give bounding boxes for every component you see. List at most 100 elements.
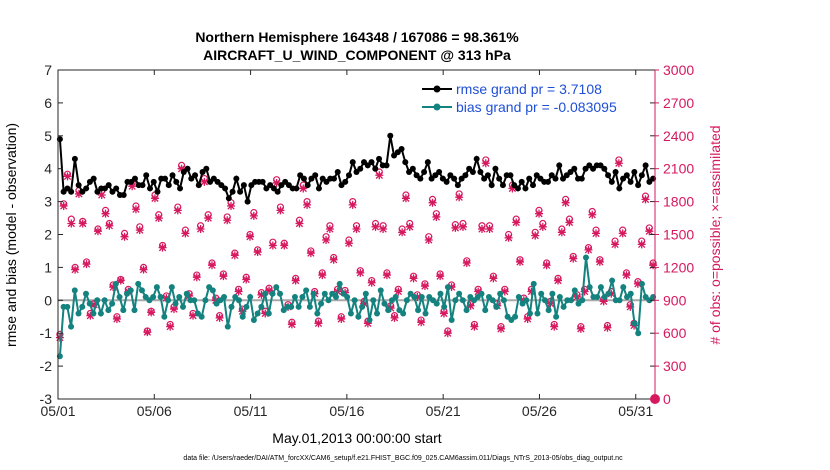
y2-tick-label: 300 <box>663 358 687 374</box>
obs-assimilated-marker <box>481 159 490 168</box>
bias-marker <box>549 290 556 297</box>
obs-assimilated-marker <box>253 248 262 257</box>
obs-assimilated-marker <box>215 313 224 322</box>
rmse-marker <box>203 165 210 172</box>
obs-assimilated-marker <box>71 265 80 274</box>
bias-marker <box>165 297 172 304</box>
obs-assimilated-marker <box>535 209 544 218</box>
bias-marker <box>161 313 168 320</box>
bias-marker <box>135 280 142 287</box>
obs-assimilated-marker <box>504 233 513 242</box>
obs-assimilated-marker <box>561 198 570 207</box>
obs-assimilated-marker <box>386 303 395 312</box>
bias-marker <box>127 287 134 294</box>
bias-marker <box>318 300 325 307</box>
rmse-marker <box>75 182 82 189</box>
rmse-marker <box>300 175 307 182</box>
y-tick-label: -1 <box>40 325 53 341</box>
obs-assimilated-marker <box>219 272 228 281</box>
y-tick-label: 6 <box>44 95 52 111</box>
x-tick-label: 05/16 <box>329 403 364 419</box>
bias-marker <box>101 297 108 304</box>
obs-assimilated-marker <box>318 271 327 280</box>
rmse-marker <box>552 175 559 182</box>
obs-assimilated-marker <box>375 171 384 180</box>
obs-assimilated-marker <box>451 223 460 232</box>
bias-marker <box>120 307 127 314</box>
bias-marker <box>75 310 82 317</box>
obs-assimilated-marker <box>93 227 102 236</box>
obs-assimilated-marker <box>417 318 426 327</box>
obs-assimilated-marker <box>322 235 331 244</box>
rmse-marker <box>556 162 563 169</box>
obs-assimilated-marker <box>614 159 623 168</box>
rmse-marker <box>492 165 499 172</box>
obs-assimilated-marker <box>348 200 357 209</box>
obs-assimilated-marker <box>227 201 236 210</box>
chart-title: Northern Hemisphere 164348 / 167086 = 98… <box>195 29 519 45</box>
bias-marker <box>500 297 507 304</box>
chart-subtitle: AIRCRAFT_U_WIND_COMPONENT @ 313 hPa <box>203 47 511 63</box>
bias-marker <box>116 294 123 301</box>
rmse-marker <box>233 175 240 182</box>
rmse-marker <box>146 185 153 192</box>
bias-marker <box>556 294 563 301</box>
bias-marker <box>359 303 366 310</box>
obs-assimilated-marker <box>82 260 91 269</box>
rmse-marker <box>342 178 349 185</box>
bias-marker <box>366 317 373 324</box>
bias-marker <box>183 290 190 297</box>
bias-marker <box>86 300 93 307</box>
bias-marker <box>247 294 254 301</box>
bias-marker <box>527 310 534 317</box>
bias-marker <box>571 287 578 294</box>
y2-tick-label: 2700 <box>663 95 694 111</box>
obs-assimilated-marker <box>299 184 308 193</box>
bias-marker <box>568 297 575 304</box>
rmse-marker <box>514 185 521 192</box>
bias-marker <box>377 287 384 294</box>
rmse-marker <box>334 168 341 175</box>
bias-marker <box>303 287 310 294</box>
obs-assimilated-marker <box>112 314 121 323</box>
y-tick-label: 2 <box>44 227 52 243</box>
rmse-marker <box>518 178 525 185</box>
rmse-marker <box>473 155 480 162</box>
rmse-marker <box>357 165 364 172</box>
obs-assimilated-marker <box>363 319 372 328</box>
bias-marker <box>444 284 451 291</box>
obs-assimilated-marker <box>158 243 167 252</box>
bias-marker <box>374 310 381 317</box>
bias-marker <box>68 323 75 330</box>
bias-marker <box>105 307 112 314</box>
bias-marker <box>235 297 242 304</box>
bias-marker <box>400 310 407 317</box>
bias-marker <box>523 297 530 304</box>
bias-marker <box>415 307 422 314</box>
bias-marker <box>448 317 455 324</box>
y2-tick-label: 3000 <box>663 62 694 78</box>
x-tick-label: 05/01 <box>40 403 75 419</box>
obs-assimilated-marker <box>337 314 346 323</box>
y2-zero-marker <box>650 394 660 404</box>
x-tick-label: 05/21 <box>426 403 461 419</box>
rmse-marker <box>601 165 608 172</box>
bias-marker <box>441 303 448 310</box>
obs-assimilated-marker <box>169 305 178 314</box>
obs-assimilated-marker <box>196 225 205 234</box>
rmse-marker <box>169 172 176 179</box>
obs-assimilated-marker <box>291 276 300 285</box>
rmse-marker <box>484 172 491 179</box>
obs-assimilated-marker <box>409 274 418 283</box>
rmse-marker <box>165 182 172 189</box>
obs-assimilated-marker <box>63 172 72 181</box>
obs-assimilated-marker <box>234 287 243 296</box>
obs-assimilated-marker <box>466 301 475 310</box>
obs-assimilated-marker <box>516 257 525 266</box>
rmse-marker <box>421 168 428 175</box>
bias-marker <box>620 284 627 291</box>
bias-marker <box>157 294 164 301</box>
bias-marker <box>325 297 332 304</box>
rmse-marker <box>571 165 578 172</box>
rmse-marker <box>68 188 75 195</box>
